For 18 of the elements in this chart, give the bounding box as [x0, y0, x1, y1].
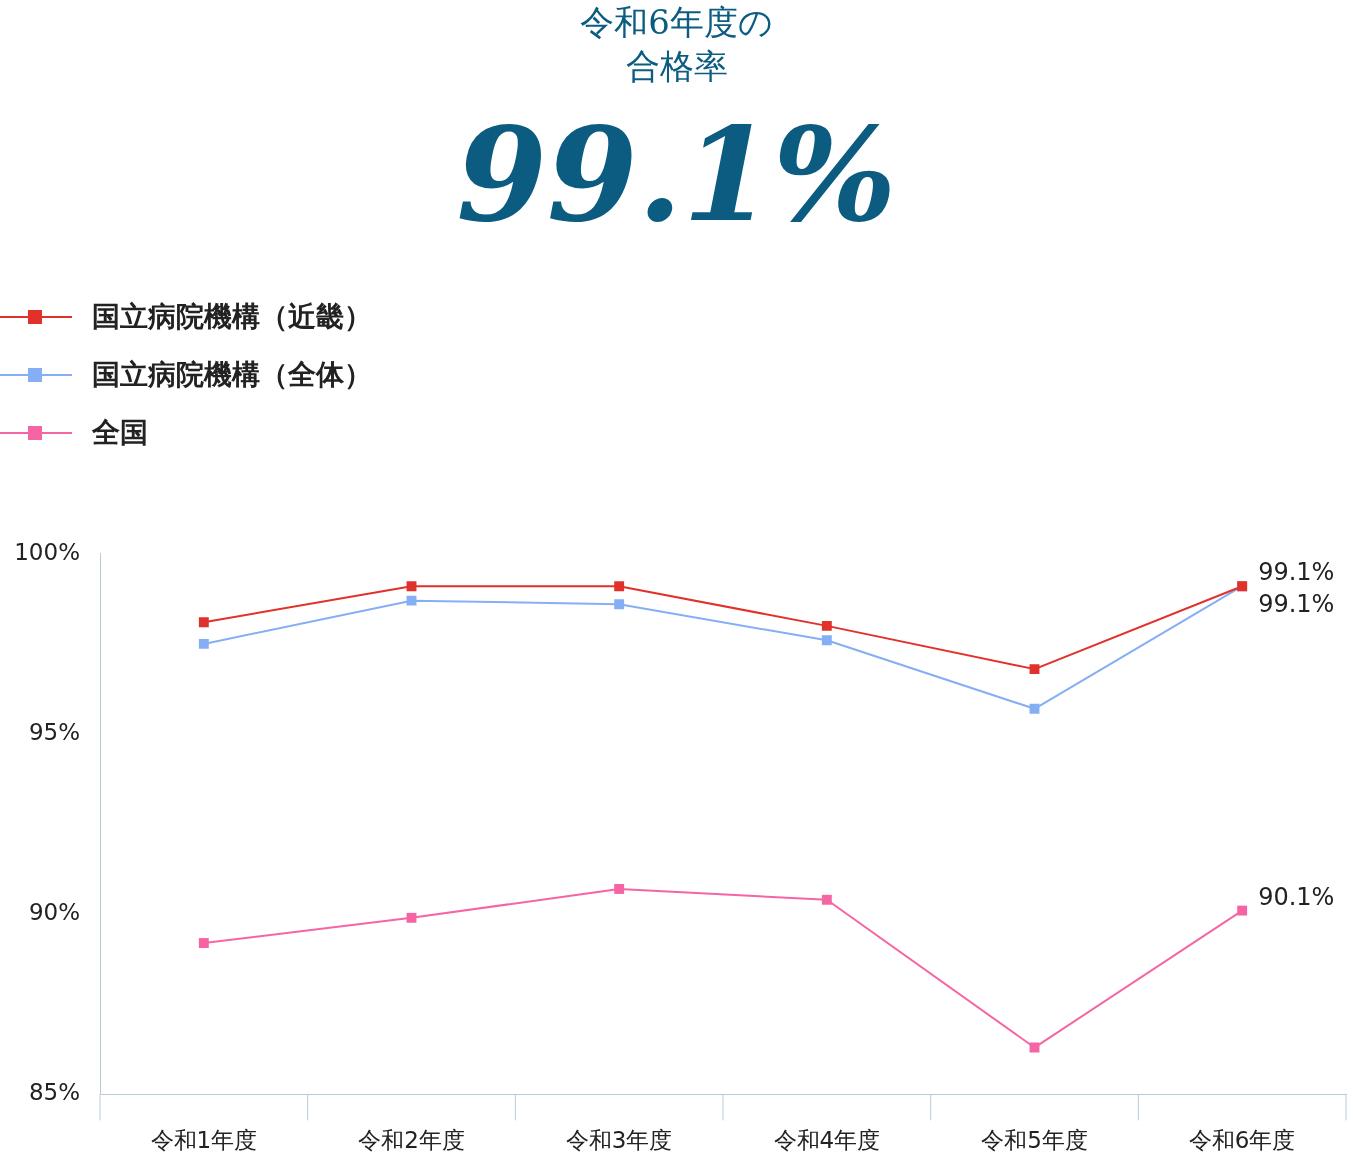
- legend-label: 国立病院機構（全体）: [92, 357, 372, 393]
- y-tick-label: 85%: [28, 1079, 80, 1106]
- legend-label: 全国: [92, 415, 148, 451]
- x-tick-label: 令和5年度: [981, 1127, 1088, 1154]
- data-label: 90.1%: [1258, 882, 1335, 911]
- x-tick-label: 令和3年度: [565, 1127, 673, 1154]
- data-label: 99.1%: [1258, 590, 1335, 619]
- legend-label: 国立病院機構（近畿）: [92, 299, 372, 335]
- x-tick-label: 令和6年度: [1188, 1127, 1296, 1154]
- chart-subtitle: 99.1%: [455, 98, 898, 251]
- chart-title: 令和6年度の合格率: [579, 1, 774, 88]
- x-tick-label: 令和2年度: [358, 1127, 465, 1154]
- y-tick-label: 90%: [28, 899, 80, 926]
- x-tick-label: 令和4年度: [773, 1127, 881, 1154]
- x-tick-label: 令和1年度: [150, 1127, 258, 1154]
- y-tick-label: 100%: [14, 538, 80, 565]
- y-tick-label: 95%: [28, 718, 80, 745]
- data-label: 99.1%: [1258, 558, 1335, 587]
